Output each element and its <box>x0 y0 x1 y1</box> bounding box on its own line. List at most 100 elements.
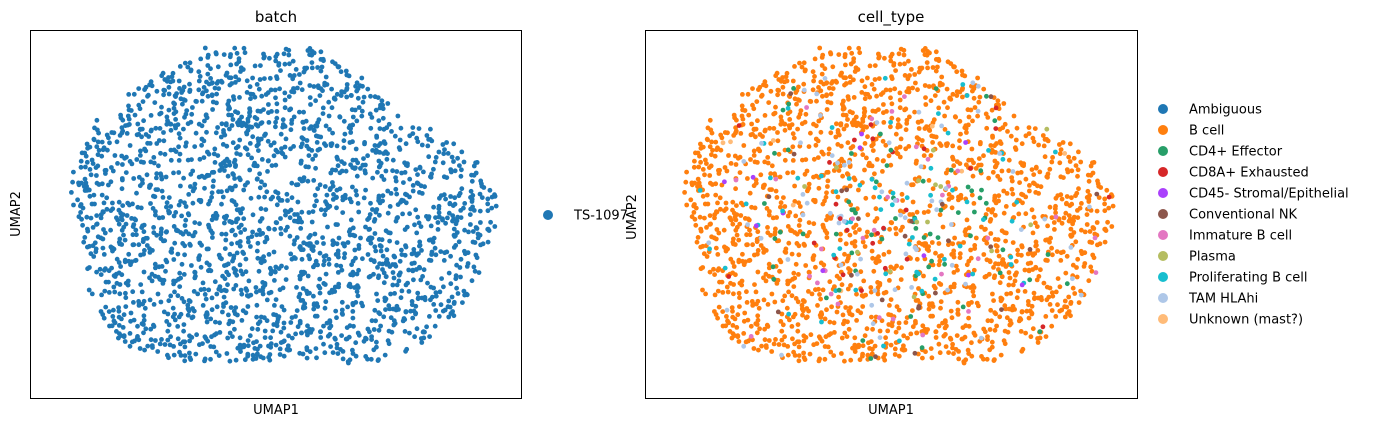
point <box>220 309 225 315</box>
point-b-cell <box>933 329 939 335</box>
point-tam-hlahi <box>939 123 944 129</box>
point-b-cell <box>957 138 962 144</box>
point <box>359 113 365 119</box>
point-b-cell <box>966 323 972 329</box>
point <box>386 121 392 127</box>
point <box>310 156 316 162</box>
point <box>370 175 376 181</box>
point-b-cell <box>888 297 894 302</box>
point-proliferating-b-cell <box>837 246 843 252</box>
point-b-cell <box>847 80 853 85</box>
point <box>224 351 230 356</box>
point <box>375 298 381 303</box>
point-cd8a-exhausted <box>875 231 880 236</box>
point-b-cell <box>732 316 738 322</box>
point-b-cell <box>842 54 848 60</box>
legend-item: Proliferating B cell <box>1158 271 1308 286</box>
point-b-cell <box>1003 238 1008 244</box>
point <box>306 210 312 215</box>
point <box>186 231 192 237</box>
point <box>153 212 158 218</box>
point <box>212 160 218 165</box>
point <box>276 61 282 66</box>
point-b-cell <box>1074 274 1080 280</box>
point-b-cell <box>1075 215 1081 221</box>
point-b-cell <box>978 140 983 145</box>
point <box>287 215 293 221</box>
point-b-cell <box>927 302 932 308</box>
point <box>116 270 122 276</box>
point <box>197 74 203 79</box>
point <box>412 222 417 228</box>
point-b-cell <box>989 147 995 153</box>
point-b-cell <box>709 152 714 158</box>
point-b-cell <box>1102 196 1108 202</box>
point <box>472 268 478 274</box>
point-b-cell <box>725 289 731 295</box>
point <box>108 208 114 214</box>
legend-item: CD4+ Effector <box>1158 145 1283 160</box>
point <box>256 148 261 154</box>
point <box>106 290 112 295</box>
point-b-cell <box>811 78 816 84</box>
point-cd8a-exhausted <box>726 274 732 279</box>
point <box>404 346 410 352</box>
point <box>257 171 262 177</box>
point <box>414 230 420 236</box>
point-b-cell <box>850 122 856 128</box>
point-b-cell <box>796 353 802 358</box>
point-b-cell <box>915 119 921 125</box>
point-b-cell <box>712 212 718 218</box>
point <box>193 273 198 279</box>
point <box>153 187 159 193</box>
point-b-cell <box>766 338 772 343</box>
point-b-cell <box>914 158 919 164</box>
point-proliferating-b-cell <box>882 75 888 81</box>
point <box>375 95 381 100</box>
point <box>78 158 84 164</box>
point <box>311 178 317 183</box>
point-b-cell <box>937 350 943 356</box>
point <box>283 136 289 142</box>
point <box>379 98 385 104</box>
point <box>313 98 318 104</box>
point <box>375 169 380 175</box>
point-conventional-nk <box>839 188 845 194</box>
point <box>340 197 346 203</box>
point <box>289 121 294 126</box>
point-b-cell <box>948 96 954 102</box>
point <box>448 169 454 175</box>
point-tam-hlahi <box>903 251 909 257</box>
point <box>474 160 480 165</box>
point-b-cell <box>732 214 738 220</box>
point-b-cell <box>854 318 859 323</box>
point-b-cell <box>1018 329 1024 334</box>
point-b-cell <box>936 56 941 62</box>
point-immature-b-cell <box>819 246 824 252</box>
point-b-cell <box>951 248 957 254</box>
point <box>372 307 378 313</box>
point <box>149 271 155 277</box>
point-b-cell <box>812 56 818 62</box>
point <box>394 169 400 174</box>
point <box>164 78 170 84</box>
point <box>462 201 468 206</box>
point <box>287 347 293 353</box>
point <box>189 111 195 117</box>
point <box>370 207 375 212</box>
point <box>391 253 397 259</box>
point <box>461 159 467 165</box>
point-b-cell <box>724 284 730 290</box>
point <box>123 280 129 286</box>
point <box>253 356 259 361</box>
point-b-cell <box>966 225 972 231</box>
point-conventional-nk <box>1027 247 1033 252</box>
point <box>173 117 179 122</box>
point-b-cell <box>740 107 745 113</box>
point <box>384 262 390 267</box>
point <box>373 107 379 113</box>
point-b-cell <box>936 105 942 111</box>
point-cd8a-exhausted <box>833 201 839 207</box>
point-b-cell <box>839 282 845 288</box>
point-b-cell <box>843 305 849 310</box>
